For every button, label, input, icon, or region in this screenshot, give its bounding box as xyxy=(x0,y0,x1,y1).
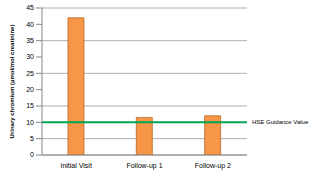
svg-text:40: 40 xyxy=(26,21,34,28)
svg-text:15: 15 xyxy=(26,102,34,109)
svg-text:35: 35 xyxy=(26,37,34,44)
svg-text:5: 5 xyxy=(30,135,34,142)
svg-text:30: 30 xyxy=(26,53,34,60)
svg-text:Urinary chromium (µmol/mol cre: Urinary chromium (µmol/mol creatinine) xyxy=(9,25,15,139)
svg-text:0: 0 xyxy=(30,151,34,158)
svg-text:20: 20 xyxy=(26,86,34,93)
svg-text:Initial Visit: Initial Visit xyxy=(60,162,91,169)
svg-text:10: 10 xyxy=(26,119,34,126)
svg-text:25: 25 xyxy=(26,70,34,77)
svg-text:HSE Guidance Value: HSE Guidance Value xyxy=(252,119,305,125)
svg-text:45: 45 xyxy=(26,4,34,11)
svg-text:Follow-up 2: Follow-up 2 xyxy=(195,162,231,170)
svg-text:Follow-up 1: Follow-up 1 xyxy=(126,162,162,170)
